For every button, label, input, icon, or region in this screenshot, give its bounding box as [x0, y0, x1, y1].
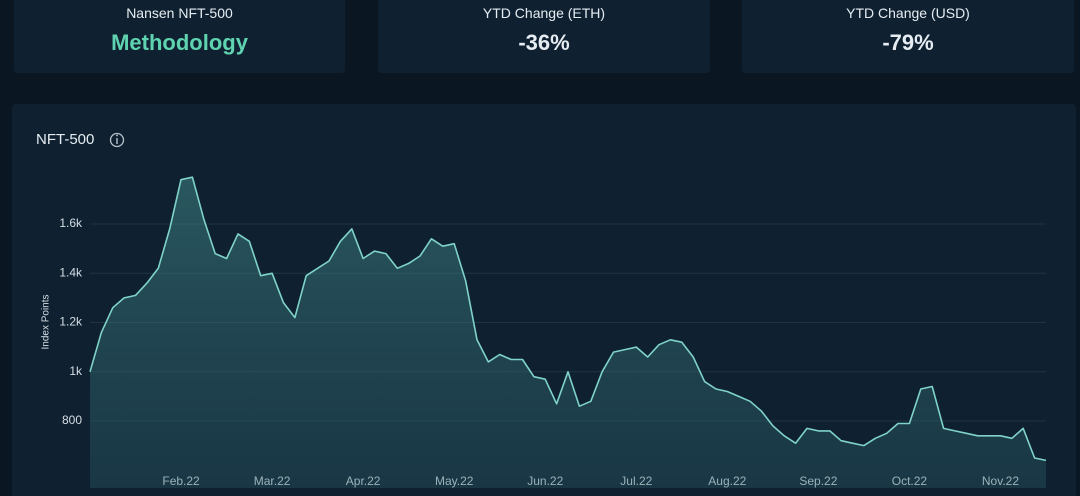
card-value: -79% [882, 30, 934, 55]
stat-card: YTD Change (ETH) -36% [378, 0, 710, 73]
card-label: Nansen NFT-500 [126, 5, 233, 21]
y-tick-label: 1.4k [59, 265, 83, 279]
card-value: -36% [518, 30, 570, 55]
y-tick-label: 1.6k [59, 216, 83, 230]
card-link[interactable]: Methodology [111, 30, 248, 55]
y-axis-label: Index Points [41, 294, 52, 349]
card-label: YTD Change (ETH) [482, 5, 606, 21]
area [90, 177, 1046, 488]
info-icon[interactable] [109, 132, 125, 148]
line [89, 176, 1047, 462]
y-tick-label: 800 [62, 413, 82, 427]
stat-card: YTD Change (USD) -79% [742, 0, 1074, 73]
y-tick-label: 1k [69, 364, 83, 378]
chart-title: NFT-500 [36, 131, 94, 148]
y-tick-label: 1.2k [59, 315, 83, 329]
card-label: YTD Change (USD) [846, 5, 970, 21]
stat-card: Nansen NFT-500 Methodology [14, 0, 345, 73]
